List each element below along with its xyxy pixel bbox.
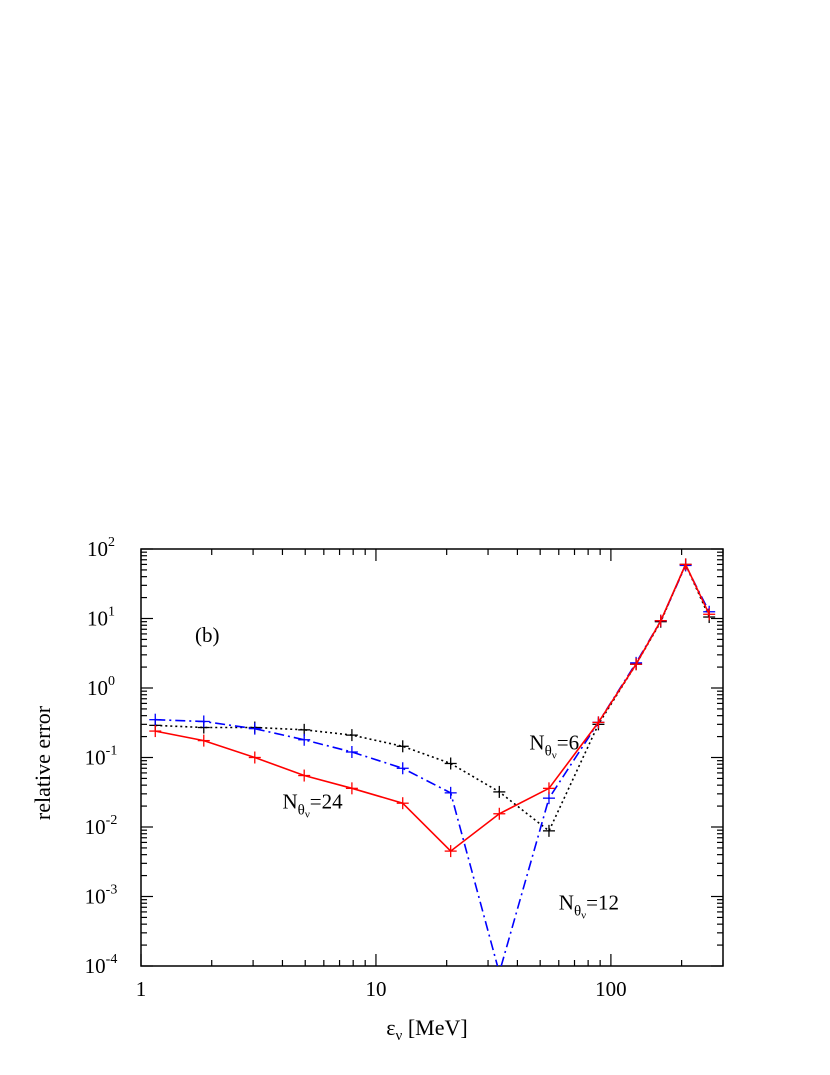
data-point-marker xyxy=(493,807,506,820)
data-point-marker xyxy=(197,734,210,747)
data-point-marker xyxy=(444,845,457,858)
data-point-marker xyxy=(493,785,506,798)
data-point-marker xyxy=(298,769,311,782)
annotations-layer: Nθν=6 Nθν=24 Nθν=12 xyxy=(282,731,619,922)
data-point-marker xyxy=(703,608,716,621)
x-tick-label: 100 xyxy=(595,977,627,1001)
label-n24: Nθν=24 xyxy=(282,789,343,820)
label-n12: Nθν=12 xyxy=(559,891,619,922)
y-tick-label: 10-3 xyxy=(85,883,118,909)
data-point-marker xyxy=(248,722,261,735)
data-point-marker xyxy=(396,797,409,810)
x-axis-label: εν [MeV] xyxy=(386,1015,467,1044)
data-point-marker xyxy=(592,716,605,729)
series-n6-line xyxy=(155,562,710,833)
data-point-marker xyxy=(248,751,261,764)
series-n12-line xyxy=(155,563,710,966)
data-point-marker xyxy=(444,757,457,770)
x-axis-label-symbol: ε xyxy=(386,1015,395,1040)
data-point-marker xyxy=(542,782,555,795)
series-n24-line xyxy=(155,562,710,853)
data-point-marker xyxy=(149,713,162,726)
y-tick-label: 100 xyxy=(87,674,115,700)
y-tick-label: 10-2 xyxy=(85,813,118,839)
y-tick-label: 10-4 xyxy=(85,952,118,978)
x-tick-label: 10 xyxy=(365,977,386,1001)
label-n6: Nθν=6 xyxy=(529,731,579,762)
data-point-marker xyxy=(679,558,692,571)
data-point-marker xyxy=(396,740,409,753)
y-tick-label: 102 xyxy=(87,535,115,561)
x-axis-label-sub: ν xyxy=(396,1028,403,1044)
data-point-marker xyxy=(345,745,358,758)
data-point-marker xyxy=(396,762,409,775)
data-point-marker xyxy=(630,658,643,671)
data-point-marker xyxy=(149,725,162,738)
data-point-marker xyxy=(444,786,457,799)
panel-label: (b) xyxy=(195,623,220,647)
y-axis-label: relative error xyxy=(30,705,55,820)
x-axis-label-rest: [MeV] xyxy=(402,1015,467,1040)
x-tick-label: 1 xyxy=(136,977,147,1001)
data-point-marker xyxy=(345,729,358,742)
data-point-marker xyxy=(542,824,555,837)
data-point-marker xyxy=(345,782,358,795)
y-tick-label: 101 xyxy=(87,605,115,631)
data-point-marker xyxy=(654,614,667,627)
data-point-marker xyxy=(298,733,311,746)
ticks-layer: 1 10 100 10-4 10-3 10-2 10-1 100 101 102 xyxy=(85,535,724,1001)
series-layer xyxy=(149,558,716,966)
y-tick-label: 10-1 xyxy=(85,744,118,770)
data-point-marker xyxy=(197,715,210,728)
